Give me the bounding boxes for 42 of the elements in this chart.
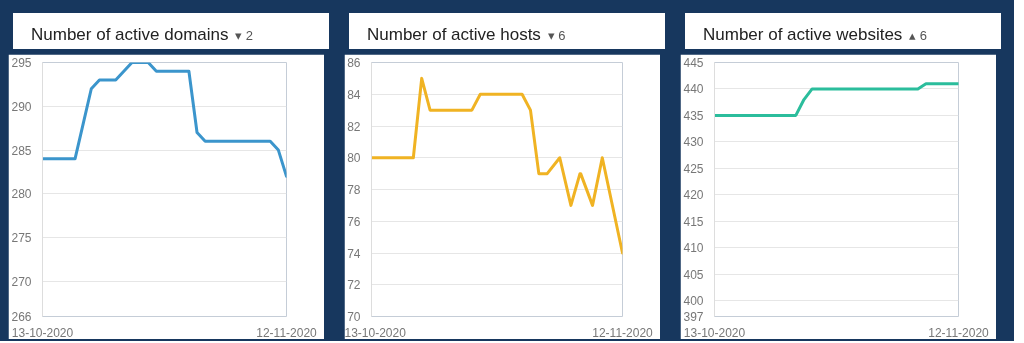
y-tick-label: 290	[11, 99, 32, 114]
y-tick-label: 275	[11, 231, 32, 246]
y-tick-label: 430	[683, 135, 704, 150]
chart-title: Number of active websites	[703, 25, 903, 44]
y-tick-label: 78	[347, 183, 361, 197]
y-tick-label: 415	[683, 214, 704, 229]
y-tick-label: 410	[683, 241, 704, 256]
y-tick-label: 266	[11, 310, 32, 324]
y-tick-label: 420	[683, 188, 704, 203]
y-tick-label: 405	[683, 267, 704, 282]
line-series	[371, 76, 623, 255]
x-tick-label: 13-10-2020	[683, 325, 746, 340]
y-tick-label: 72	[347, 278, 361, 293]
y-tick-label: 80	[347, 151, 361, 166]
y-tick-label: 82	[347, 119, 361, 134]
y-tick-label: 435	[683, 108, 704, 123]
y-tick-label: 400	[683, 294, 704, 309]
y-tick-label: 295	[11, 56, 32, 70]
x-tick-label: 13-10-2020	[344, 325, 407, 340]
x-tick-label: 13-10-2020	[11, 325, 74, 340]
y-tick-label: 440	[683, 82, 704, 97]
line-series	[42, 62, 287, 178]
y-tick-label: 70	[347, 310, 361, 324]
y-tick-label: 397	[683, 310, 704, 324]
y-tick-label: 86	[347, 56, 361, 70]
y-tick-label: 280	[11, 187, 32, 202]
text: ▴ 6	[909, 28, 927, 43]
line-series	[714, 82, 959, 117]
text: ▾ 2	[235, 28, 253, 43]
x-tick-label: 12-11-2020	[928, 325, 990, 340]
y-tick-label: 425	[683, 161, 704, 176]
y-tick-label: 270	[11, 274, 32, 289]
x-tick-label: 12-11-2020	[592, 325, 654, 340]
text: ▾ 6	[547, 28, 566, 43]
chart-title: Number of active domains	[31, 25, 229, 44]
y-tick-label: 445	[683, 56, 704, 70]
y-tick-label: 285	[11, 143, 32, 158]
x-tick-label: 12-11-2020	[256, 325, 318, 340]
y-tick-label: 84	[347, 87, 361, 102]
y-tick-label: 74	[347, 246, 361, 261]
chart-title: Number of active hosts	[367, 25, 541, 44]
y-tick-label: 76	[347, 214, 361, 229]
